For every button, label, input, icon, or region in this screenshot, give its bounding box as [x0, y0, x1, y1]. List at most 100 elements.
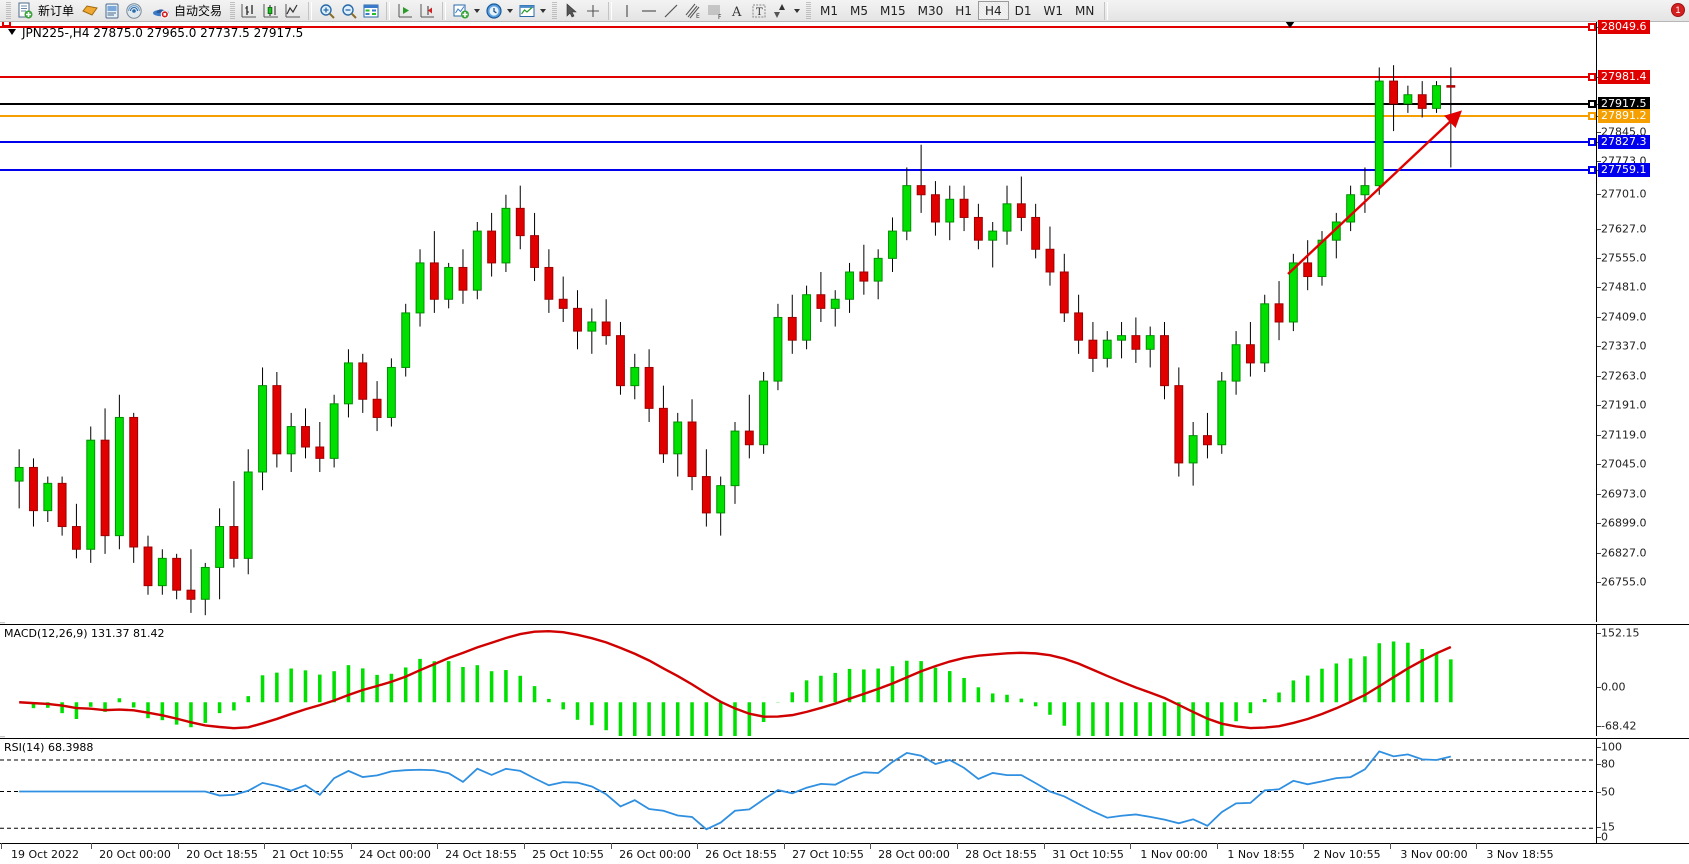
- macd-plot-area[interactable]: MACD(12,26,9) 131.37 81.42: [0, 625, 1596, 736]
- toolbar-separator-5: [1104, 1, 1109, 20]
- macd-tick-mark: [1597, 726, 1601, 727]
- new-order-button[interactable]: [15, 1, 35, 21]
- data-grid-button[interactable]: [361, 1, 381, 21]
- toolbar-grip[interactable]: [6, 1, 11, 20]
- period-button[interactable]: [484, 1, 504, 21]
- candlestick-chart-button[interactable]: [261, 1, 281, 21]
- timeframe-h4[interactable]: H4: [977, 1, 1009, 20]
- line-chart-button[interactable]: [283, 1, 303, 21]
- price-tick-mark: [1597, 132, 1601, 133]
- chart-collapse-arrow[interactable]: [8, 29, 16, 35]
- timeframe-m1[interactable]: M1: [820, 3, 839, 18]
- price-tick-label: 27045.0: [1601, 457, 1647, 471]
- timeframe-mn[interactable]: MN: [1075, 3, 1095, 18]
- auto-trading-button[interactable]: [151, 1, 171, 21]
- equidistant-channel-tool[interactable]: E: [683, 1, 703, 21]
- rsi-tick-label: 50: [1601, 785, 1615, 799]
- period-dropdown-caret[interactable]: [507, 8, 514, 13]
- text-label-tool[interactable]: T: [749, 1, 769, 21]
- toolbar-grip-4[interactable]: [806, 1, 812, 20]
- toolbar-grip-2[interactable]: [230, 1, 236, 20]
- price-axis[interactable]: 28049.627981.427917.527891.227845.027827…: [1596, 20, 1689, 622]
- time-axis[interactable]: 19 Oct 2022 20 Oct 00:00 20 Oct 18:55 21 Oc…: [0, 843, 1689, 864]
- price-level-chip[interactable]: 27827.3: [1598, 135, 1650, 149]
- toolbar-separator-4: [608, 1, 613, 20]
- notification-badge[interactable]: 1: [1671, 3, 1685, 17]
- price-plot-area[interactable]: JPN225-,H4 27875.0 27965.0 27737.5 27917…: [0, 22, 1596, 622]
- price-level-chip[interactable]: 27891.2: [1598, 109, 1650, 123]
- rsi-plot-area[interactable]: RSI(14) 68.3988: [0, 739, 1596, 843]
- time-tick-separator: [1476, 843, 1477, 849]
- arrows-dropdown-caret[interactable]: [794, 8, 801, 13]
- bar-chart-button[interactable]: [239, 1, 259, 21]
- cursor-tool[interactable]: [561, 1, 581, 21]
- time-axis-label: 2 Nov 10:55: [1313, 848, 1381, 861]
- macd-pane[interactable]: MACD(12,26,9) 131.37 81.42 152.15 0.00 -68…: [0, 624, 1689, 736]
- price-tick-label: 26899.0: [1601, 516, 1647, 530]
- vertical-line-tool[interactable]: [617, 1, 637, 21]
- time-axis-label: 28 Oct 18:55: [965, 848, 1037, 861]
- time-tick-separator: [611, 843, 612, 849]
- horizontal-line-tool[interactable]: [639, 1, 659, 21]
- price-pane[interactable]: JPN225-,H4 27875.0 27965.0 27737.5 27917…: [0, 20, 1689, 622]
- chart-shift-button[interactable]: [417, 1, 437, 21]
- price-tick-label: 27263.0: [1601, 369, 1647, 383]
- price-tick-label: 27627.0: [1601, 222, 1647, 236]
- add-indicator-button[interactable]: [451, 1, 471, 21]
- rsi-tick-mark: [1597, 764, 1601, 765]
- auto-scroll-button[interactable]: [395, 1, 415, 21]
- price-level-chip[interactable]: 27981.4: [1598, 70, 1650, 84]
- fibonacci-tool[interactable]: F: [705, 1, 725, 21]
- grid-icon: [363, 4, 379, 17]
- indicator-dropdown-caret[interactable]: [474, 8, 481, 13]
- chart-container[interactable]: JPN225-,H4 27875.0 27965.0 27737.5 27917…: [0, 20, 1689, 864]
- indicator-plus-icon: [453, 4, 470, 18]
- price-tick-mark: [1597, 376, 1601, 377]
- macd-label: MACD(12,26,9) 131.37 81.42: [4, 627, 165, 640]
- templates-button[interactable]: [517, 1, 537, 21]
- timeframe-m5[interactable]: M5: [850, 3, 869, 18]
- timeframe-d1[interactable]: D1: [1014, 3, 1032, 18]
- data-window-button[interactable]: [102, 1, 122, 21]
- price-level-chip[interactable]: 28049.6: [1598, 20, 1650, 34]
- toolbar-grip-3[interactable]: [552, 1, 558, 20]
- macd-tick-label: -68.42: [1601, 719, 1637, 733]
- crosshair-tool[interactable]: [583, 1, 603, 21]
- blue-book-icon: [105, 3, 119, 18]
- timeframe-w1[interactable]: W1: [1043, 3, 1064, 18]
- zoom-out-button[interactable]: [339, 1, 359, 21]
- time-axis-label: 25 Oct 10:55: [532, 848, 604, 861]
- autoscroll-icon: [398, 3, 413, 17]
- line-anchor-handle[interactable]: [2, 22, 11, 27]
- time-axis-label: 3 Nov 00:00: [1400, 848, 1468, 861]
- price-tick-mark: [1597, 405, 1601, 406]
- time-axis-label: 1 Nov 18:55: [1227, 848, 1295, 861]
- price-tick-mark: [1597, 194, 1601, 195]
- price-tick-mark: [1597, 523, 1601, 524]
- rsi-tick-label: 80: [1601, 757, 1615, 771]
- macd-tick-label: 0.00: [1601, 680, 1626, 694]
- price-tick-label: 27701.0: [1601, 187, 1647, 201]
- price-level-chip[interactable]: 27759.1: [1598, 163, 1650, 177]
- time-tick-separator: [351, 843, 352, 849]
- trendline-icon: [664, 4, 678, 17]
- trendline-tool[interactable]: [661, 1, 681, 21]
- time-tick-separator: [178, 843, 179, 849]
- timeframe-m15[interactable]: M15: [880, 3, 906, 18]
- rsi-label: RSI(14) 68.3988: [4, 741, 94, 754]
- zoom-in-button[interactable]: [317, 1, 337, 21]
- timeframe-h1[interactable]: H1: [955, 3, 972, 18]
- price-tick-mark: [1597, 464, 1601, 465]
- text-tool[interactable]: A: [727, 1, 747, 21]
- templates-dropdown-caret[interactable]: [540, 8, 547, 13]
- rsi-pane[interactable]: RSI(14) 68.3988 100 80 50 15 0: [0, 738, 1689, 844]
- time-tick-separator: [1390, 843, 1391, 849]
- expert-advisors-button[interactable]: [80, 1, 100, 21]
- price-level-chip[interactable]: 27917.5: [1598, 97, 1650, 111]
- price-tick-mark: [1597, 435, 1601, 436]
- chartshift-icon: [420, 3, 435, 17]
- arrows-tool[interactable]: [771, 1, 791, 21]
- signals-button[interactable]: [124, 1, 144, 21]
- timeframe-m30[interactable]: M30: [917, 3, 944, 18]
- time-tick-separator: [870, 843, 871, 849]
